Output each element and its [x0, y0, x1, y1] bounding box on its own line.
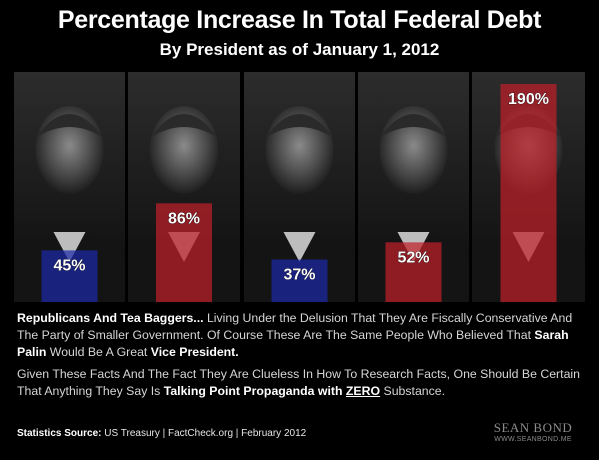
statistics-source: Statistics Source: US Treasury | FactChe… [17, 428, 306, 439]
collar-shape [53, 232, 86, 262]
bar [156, 203, 212, 302]
hair-shape [35, 114, 104, 138]
p2-zero: ZERO [345, 384, 381, 398]
p2-tpp: Talking Point Propaganda [163, 384, 315, 398]
bar-value-label: 190% [508, 91, 549, 108]
collar-shape [283, 232, 316, 262]
bar-value-label: 37% [283, 267, 315, 284]
chart-subtitle: By President as of January 1, 2012 [159, 40, 440, 59]
chart-area: 45% 86% 37% 52% 190% [14, 72, 585, 302]
p1-palin: Sarah Palin [17, 328, 569, 359]
p2-text-b: Substance. [380, 384, 446, 398]
p1-text-b: Would Be A Great [46, 345, 151, 359]
p1-lead: Republicans And Tea Baggers... [17, 311, 204, 325]
bar-value-label: 52% [397, 249, 429, 266]
source-label: Statistics Source: [17, 428, 102, 439]
bar-labels: 45% 86% 37% 52% 190% [53, 91, 549, 284]
bar-series [41, 84, 557, 302]
sean-bond-logo: SEAN BOND WWW.SEANBOND.ME [478, 420, 588, 443]
bar-value-label: 45% [53, 257, 85, 274]
bar [385, 242, 442, 302]
p1-vp: Vice President. [150, 345, 239, 359]
bar [41, 250, 98, 302]
bar [271, 259, 328, 302]
bar [500, 84, 557, 302]
p2-text-a: Given These Facts And The Fact They Are … [17, 367, 580, 398]
hair-shape [150, 114, 218, 138]
p2-with: with [314, 384, 346, 398]
hair-shape [265, 114, 334, 138]
bar-value-label: 86% [168, 210, 200, 227]
president-panels [14, 72, 585, 302]
chart-title: Percentage Increase In Total Federal Deb… [57, 6, 542, 34]
logo-url: WWW.SEANBOND.ME [494, 436, 572, 443]
source-text: US Treasury | FactCheck.org | February 2… [101, 428, 307, 439]
hair-shape [379, 114, 448, 138]
p1-text-a: Living Under the Delusion That They Are … [17, 311, 573, 342]
paragraph-republicans: Republicans And Tea Baggers... Living Un… [17, 310, 592, 361]
paragraph-facts: Given These Facts And The Fact They Are … [17, 366, 592, 400]
logo-name: SEAN BOND [493, 420, 573, 435]
